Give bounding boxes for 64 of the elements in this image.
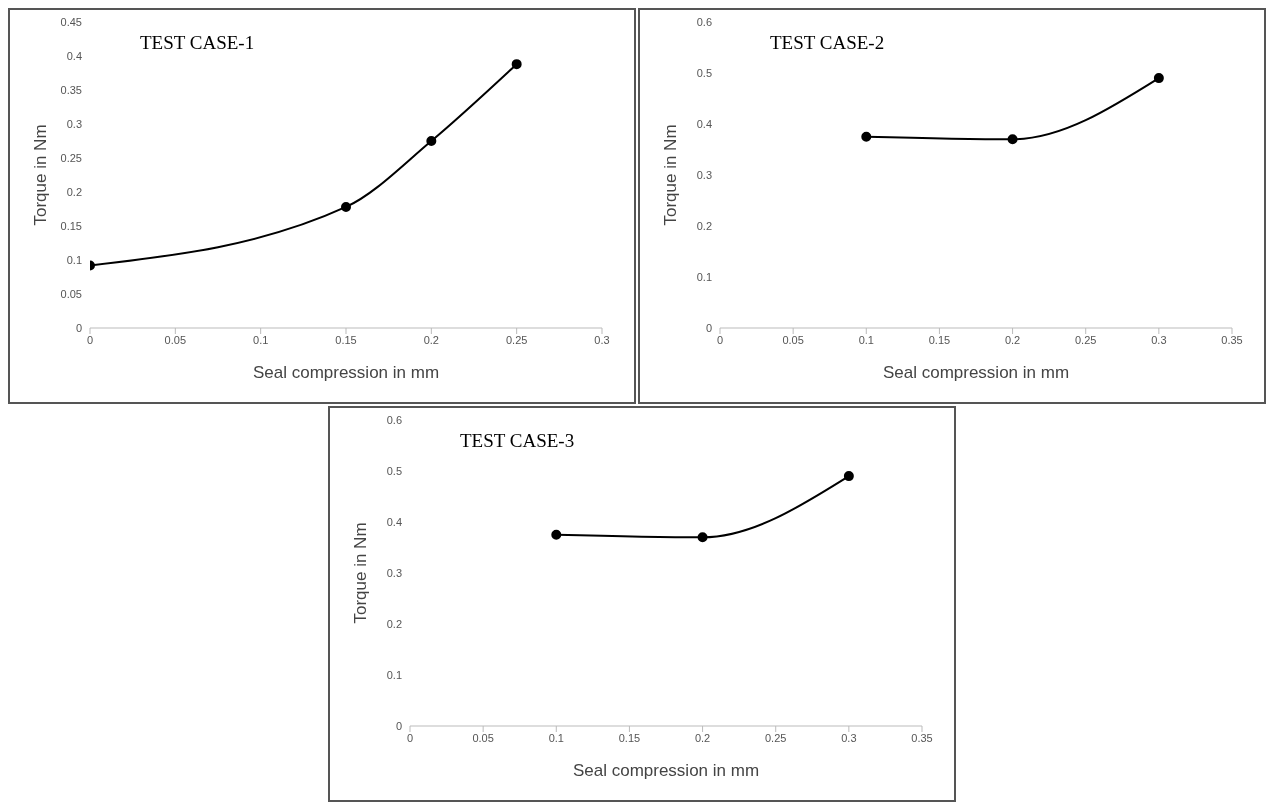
y-tick-label: 0: [395, 719, 402, 732]
point: [1007, 134, 1018, 145]
y-tick-label: 0: [75, 321, 82, 334]
y-tick-label: 0.4: [386, 515, 402, 528]
text: TEST CASE-1: [140, 32, 255, 54]
y-tick-label: 0.05: [60, 287, 82, 300]
point: [1153, 73, 1164, 84]
x-tick-label: 0.2: [423, 333, 439, 346]
y-tick-label: 0.15: [60, 219, 82, 232]
y-tick-label: 0.1: [696, 270, 712, 283]
y-tick-label: 0.45: [60, 15, 82, 28]
y-tick-label: 0.5: [386, 464, 402, 477]
x-tick-label: 0.25: [1075, 333, 1097, 346]
x-tick-label: 0.15: [335, 333, 357, 346]
point: [861, 131, 872, 142]
y-tick-label: 0: [705, 321, 712, 334]
y-tick-label: 0.6: [386, 413, 402, 426]
point: [551, 529, 562, 540]
text: TEST CASE-3: [460, 430, 575, 452]
point: [341, 201, 351, 212]
x-tick-label: 0.35: [911, 731, 933, 744]
x-axis-title: Seal compression in mm: [572, 761, 760, 780]
y-tick-label: 0.35: [60, 83, 82, 96]
y-tick-label: 0.3: [66, 117, 82, 130]
y-tick-label: 0.6: [696, 15, 712, 28]
x-tick-label: 0.1: [253, 333, 269, 346]
y-tick-label: 0.4: [696, 117, 712, 130]
y-tick-label: 0.5: [696, 66, 712, 79]
x-tick-label: 0.3: [841, 731, 857, 744]
y-tick-label: 0.2: [696, 219, 712, 232]
y-tick-label: 0.1: [66, 253, 82, 266]
y-tick-label: 0.2: [386, 617, 402, 630]
y-axis-title: Torque in Nm: [351, 522, 371, 624]
x-tick-label: 0.05: [164, 333, 187, 346]
x-tick-label: 0.1: [858, 333, 874, 346]
x-tick-label: 0.2: [1004, 333, 1021, 346]
text: TEST CASE-2: [770, 32, 885, 54]
point: [697, 532, 708, 543]
y-tick-label: 0.2: [66, 185, 82, 198]
x-tick-label: 0.25: [765, 731, 787, 744]
x-tick-label: 0.25: [505, 333, 528, 346]
x-tick-label: 0.1: [548, 731, 564, 744]
x-tick-label: 0.05: [782, 333, 804, 346]
x-tick-label: 0.15: [618, 731, 641, 744]
x-tick-label: 0: [86, 333, 94, 346]
y-tick-label: 0.25: [60, 151, 82, 164]
y-tick-label: 0.3: [696, 168, 712, 181]
x-tick-label: 0: [406, 731, 414, 744]
point: [426, 136, 437, 146]
x-axis-title: Seal compression in mm: [882, 363, 1070, 382]
y-tick-label: 0.4: [66, 49, 82, 62]
x-tick-label: 0.05: [472, 731, 494, 744]
y-tick-label: 0.1: [386, 668, 402, 681]
point: [511, 59, 522, 70]
x-tick-label: 0.15: [928, 333, 951, 346]
x-axis-title: Seal compression in mm: [252, 363, 440, 382]
x-tick-label: 0: [716, 333, 724, 346]
x-tick-label: 0.35: [1221, 333, 1243, 346]
y-axis-title: Torque in Nm: [31, 124, 51, 226]
y-axis-title: Torque in Nm: [661, 124, 681, 226]
y-tick-label: 0.3: [386, 566, 402, 579]
point: [843, 471, 854, 482]
x-tick-label: 0.3: [1151, 333, 1167, 346]
x-tick-label: 0.3: [594, 333, 610, 346]
